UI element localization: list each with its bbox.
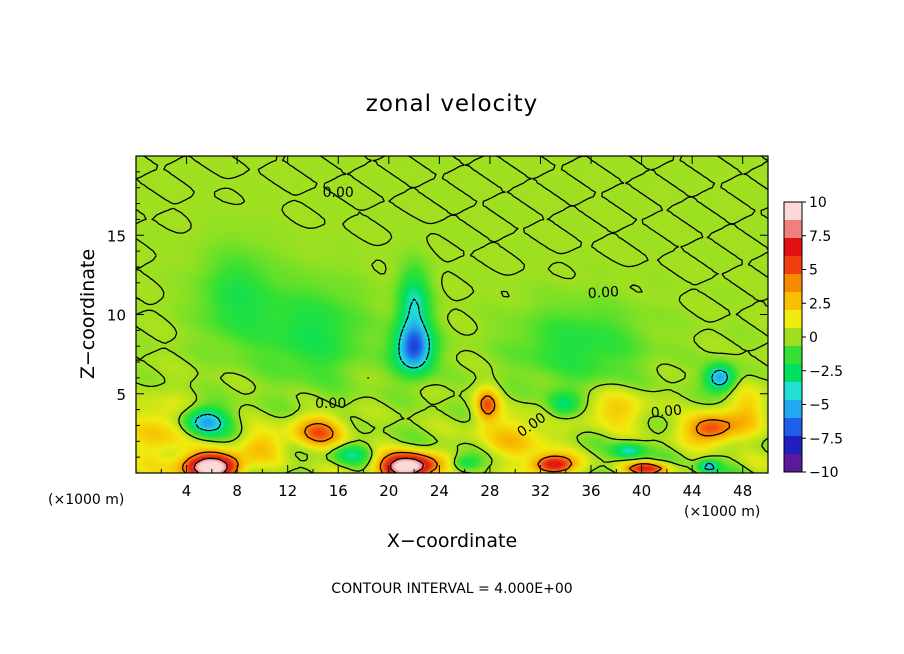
x-tick-label: 4 <box>182 482 192 500</box>
colorbar-swatch <box>784 436 802 455</box>
y-tick-label: 15 <box>107 227 126 245</box>
contour-negative-4 <box>194 298 729 471</box>
colorbar-swatch <box>784 292 802 311</box>
x-tick-label: 12 <box>278 482 297 500</box>
colorbar-tick-label: 0 <box>809 330 818 346</box>
colorbar-tick-label: −2.5 <box>809 364 843 380</box>
chart-title: zonal velocity <box>366 91 538 117</box>
x-axis-label: X−coordinate <box>387 530 517 552</box>
colorbar-swatch <box>784 382 802 401</box>
zonal-velocity-field <box>136 156 768 473</box>
colorbar-swatch <box>784 400 802 419</box>
contour-positive-4 <box>181 395 731 473</box>
contour-label-2: 0.00 <box>587 284 619 302</box>
colorbar-tick-label: 2.5 <box>809 296 831 312</box>
colorbar-swatch <box>784 346 802 365</box>
colorbar-swatch <box>784 202 802 221</box>
x-tick-label: 36 <box>581 482 600 500</box>
x-tick-label: 16 <box>329 482 348 500</box>
colorbar-swatch <box>784 454 802 473</box>
colorbar-tick-label: −7.5 <box>809 431 843 447</box>
y-tick-label: 10 <box>107 307 126 325</box>
colorbar-swatch <box>784 418 802 437</box>
x-tick-label: 44 <box>683 482 702 500</box>
colorbar-tick-label: 10 <box>809 195 827 211</box>
x-tick-label: 8 <box>232 482 242 500</box>
x-tick-label: 32 <box>531 482 550 500</box>
x-unit-label-left: (×1000 m) <box>48 492 124 508</box>
contour-label-3: 0.00 <box>315 396 346 412</box>
y-axis-label: Z−coordinate <box>77 249 99 379</box>
y-tick-label: 5 <box>116 386 126 404</box>
x-tick-label: 20 <box>379 482 398 500</box>
y-axis: 5 10 15 <box>107 171 768 458</box>
colorbar-swatch <box>784 364 802 383</box>
contour-interval-note: CONTOUR INTERVAL = 4.000E+00 <box>331 581 572 597</box>
colorbar-tick-label: −10 <box>809 465 839 481</box>
colorbar-swatch <box>784 310 802 329</box>
x-tick-label: 48 <box>733 482 752 500</box>
colorbar-swatch <box>784 220 802 239</box>
colorbar-tick-label: 5 <box>809 263 818 279</box>
colorbar-swatch <box>784 274 802 293</box>
x-unit-label-right: (×1000 m) <box>684 504 760 520</box>
colorbar-tick-label: −5 <box>809 398 830 414</box>
x-tick-label: 24 <box>430 482 449 500</box>
colorbar: 10 7.5 5 2.5 0 −2.5 −5 −7.5 −10 <box>783 195 843 481</box>
contour-label-1: 0.00 <box>323 185 354 201</box>
colorbar-swatch <box>784 256 802 275</box>
x-axis: 4 8 12 16 20 24 28 32 36 40 44 48 <box>160 156 752 500</box>
contour-label-5: 0.00 <box>650 402 683 421</box>
colorbar-tick-label: 7.5 <box>809 229 831 245</box>
x-tick-label: 40 <box>632 482 651 500</box>
contour-positive-8 <box>193 457 425 473</box>
colorbar-swatch <box>784 238 802 257</box>
x-tick-label: 28 <box>480 482 499 500</box>
plot-area: 0.000.000.000.00 0.00 4 8 12 16 20 24 28 32 36 40 4… <box>107 155 769 500</box>
colorbar-swatch <box>784 328 802 347</box>
